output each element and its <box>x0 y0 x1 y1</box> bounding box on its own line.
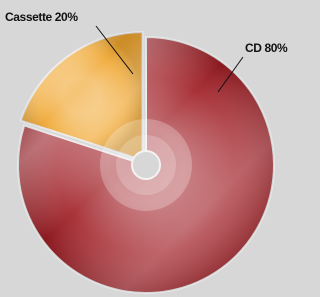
slice-label: Cassette 20% <box>5 10 78 24</box>
cd-hole <box>132 151 160 179</box>
chart: CD 80% Cassette 20% <box>0 0 291 297</box>
value-label: 80% <box>264 41 288 55</box>
category-label: CD <box>245 41 262 55</box>
slice-label: CD 80% <box>245 41 288 55</box>
category-label: Cassette <box>5 10 53 24</box>
value-label: 20% <box>55 10 79 24</box>
